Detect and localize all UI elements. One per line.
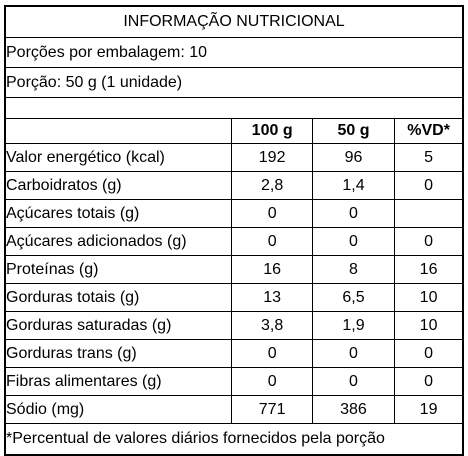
spacer-row [5,97,463,119]
per-serving-value: 8 [311,255,395,284]
daily-value-percent [394,199,463,228]
per100-value: 3,8 [231,311,313,340]
nutrient-name: Valor energético (kcal) [5,143,232,172]
nutrient-row: Fibras alimentares (g) 0 0 0 [5,367,463,396]
daily-value-percent: 0 [394,367,463,396]
per100-value: 2,8 [231,171,313,200]
daily-value-percent: 0 [394,227,463,256]
daily-value-percent: 10 [394,311,463,340]
per100-column-header: 100 g [231,118,313,144]
per-serving-column-header: 50 g [311,118,395,144]
per-serving-value: 0 [311,227,395,256]
daily-value-column-header: %VD* [394,118,463,144]
servings-row: Porções por embalagem: 10 [5,37,463,68]
nutrient-row: Proteínas (g) 16 8 16 [5,255,463,284]
daily-value-percent: 5 [394,143,463,172]
per100-value: 0 [231,227,313,256]
per-serving-value: 0 [311,367,395,396]
daily-value-percent: 10 [394,283,463,312]
nutrient-row: Valor energético (kcal) 192 96 5 [5,143,463,172]
serving-size-row: Porção: 50 g (1 unidade) [5,67,463,98]
footnote-row: *Percentual de valores diários fornecido… [5,424,463,456]
per100-value: 16 [231,255,313,284]
nutrition-facts-table: INFORMAÇÃO NUTRICIONAL Porções por embal… [4,5,464,456]
per100-value: 0 [231,339,313,368]
footnote: *Percentual de valores diários fornecido… [6,430,385,447]
per100-value: 0 [231,367,313,396]
nutrient-row: Gorduras trans (g) 0 0 0 [5,339,463,368]
nutrient-row: Carboidratos (g) 2,8 1,4 0 [5,171,463,200]
nutrient-name: Fibras alimentares (g) [5,367,232,396]
nutrient-row: Gorduras totais (g) 13 6,5 10 [5,283,463,312]
per100-value: 0 [231,199,313,228]
nutrient-name: Açúcares totais (g) [5,199,232,228]
per-serving-value: 0 [311,339,395,368]
per-serving-value: 96 [311,143,395,172]
servings-per-package: Porções por embalagem: 10 [5,37,463,68]
nutrient-name: Gorduras trans (g) [5,339,232,368]
spacer [5,97,463,119]
serving-size: Porção: 50 g (1 unidade) [5,67,463,98]
table-title: INFORMAÇÃO NUTRICIONAL [5,6,463,38]
per-serving-value: 0 [311,199,395,228]
nutrient-name: Gorduras saturadas (g) [5,311,232,340]
column-header-row: 100 g 50 g %VD* [5,118,463,144]
per-serving-value: 1,4 [311,171,395,200]
nutrient-row: Açúcares adicionados (g) 0 0 0 [5,227,463,256]
nutrient-name: Açúcares adicionados (g) [5,227,232,256]
per-serving-value: 1,9 [311,311,395,340]
nutrient-row: Gorduras saturadas (g) 3,8 1,9 10 [5,311,463,340]
nutrient-rows: Valor energético (kcal) 192 96 5 Carboidrato… [5,143,463,424]
per100-value: 192 [231,143,313,172]
nutrient-column-header [5,118,232,144]
daily-value-percent: 0 [394,171,463,200]
nutrient-name: Proteínas (g) [5,255,232,284]
daily-value-percent: 16 [394,255,463,284]
nutrient-name: Gorduras totais (g) [5,283,232,312]
title-row: INFORMAÇÃO NUTRICIONAL [5,6,463,38]
daily-value-percent: 0 [394,339,463,368]
nutrient-row: Açúcares totais (g) 0 0 [5,199,463,228]
per100-value: 13 [231,283,313,312]
per-serving-value: 6,5 [311,283,395,312]
nutrient-name: Carboidratos (g) [5,171,232,200]
